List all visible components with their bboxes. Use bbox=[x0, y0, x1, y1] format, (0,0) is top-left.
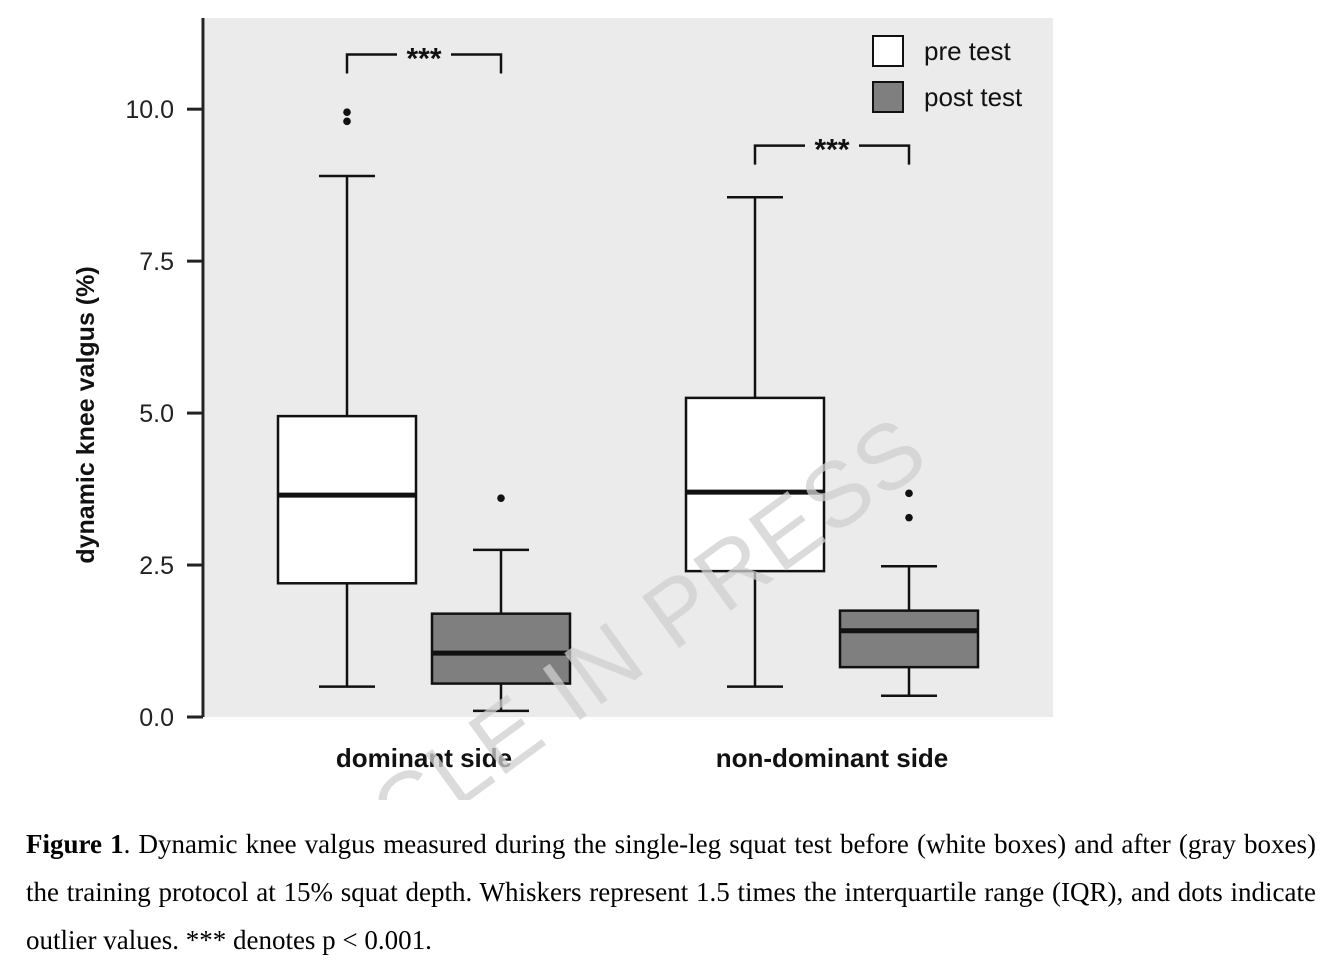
y-axis-title: dynamic knee valgus (%) bbox=[72, 266, 100, 563]
y-tick-label: 2.5 bbox=[139, 552, 174, 580]
outlier-point bbox=[343, 108, 351, 117]
outlier-point bbox=[343, 117, 351, 126]
iqr-box bbox=[684, 396, 826, 573]
figure-label: Figure 1 bbox=[26, 829, 124, 859]
box-pre-1 bbox=[684, 196, 826, 688]
box-pre-0 bbox=[276, 108, 418, 688]
iqr-box bbox=[838, 609, 980, 669]
y-tick-label: 7.5 bbox=[139, 248, 174, 276]
iqr-box bbox=[276, 414, 418, 585]
bracket-line bbox=[345, 53, 503, 74]
significance-label: *** bbox=[814, 134, 849, 167]
category-label: dominant side bbox=[336, 743, 512, 773]
caption-text: . Dynamic knee valgus measured during th… bbox=[26, 829, 1316, 955]
significance-bracket: *** bbox=[345, 42, 503, 75]
outlier-point bbox=[905, 489, 913, 498]
legend-label: pre test bbox=[924, 36, 1011, 66]
bracket-line bbox=[753, 144, 911, 165]
y-tick-label: 10.0 bbox=[125, 96, 174, 124]
legend-label: post test bbox=[924, 82, 1023, 112]
iqr-box bbox=[430, 612, 572, 685]
significance-label: *** bbox=[406, 42, 441, 75]
legend-swatch bbox=[872, 81, 904, 113]
significance-bracket: *** bbox=[753, 134, 911, 167]
y-tick-label: 0.0 bbox=[139, 704, 174, 732]
y-tick-label: 5.0 bbox=[139, 400, 174, 428]
box-post-1 bbox=[838, 489, 980, 697]
box-plot-chart: *** *** 0.0 2.5 5.0 7.5 10.0 dynamic knee val… bbox=[72, 18, 1053, 800]
figure-caption: Figure 1. Dynamic knee valgus measured d… bbox=[26, 820, 1316, 964]
legend: pre test post test bbox=[872, 35, 1023, 113]
outlier-point bbox=[905, 513, 913, 522]
legend-swatch bbox=[872, 35, 904, 67]
outlier-point bbox=[497, 494, 505, 502]
box-post-0 bbox=[430, 494, 572, 713]
category-label: non-dominant side bbox=[716, 743, 949, 773]
